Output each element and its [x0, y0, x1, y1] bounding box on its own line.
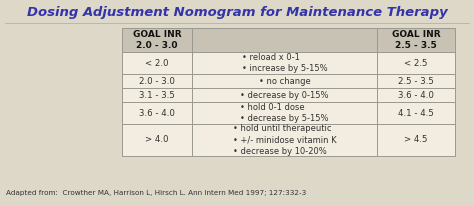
Bar	[122, 52, 192, 74]
Text: 3.1 - 3.5: 3.1 - 3.5	[139, 90, 175, 99]
Bar	[122, 124, 192, 156]
Bar	[377, 74, 455, 88]
Text: > 4.0: > 4.0	[145, 136, 169, 144]
Text: • hold until therapeutic
• +/- minidose vitamin K
• decrease by 10-20%: • hold until therapeutic • +/- minidose …	[233, 124, 337, 156]
Text: 2.0 - 3.0: 2.0 - 3.0	[139, 76, 175, 85]
Text: • hold 0-1 dose
• decrease by 5-15%: • hold 0-1 dose • decrease by 5-15%	[240, 103, 329, 123]
Bar	[377, 28, 455, 52]
Text: • reload x 0-1
• increase by 5-15%: • reload x 0-1 • increase by 5-15%	[242, 53, 328, 73]
Bar	[377, 102, 455, 124]
Text: 3.6 - 4.0: 3.6 - 4.0	[139, 109, 175, 117]
Text: Adapted from:  Crowther MA, Harrison L, Hirsch L. Ann Intern Med 1997; 127:332-3: Adapted from: Crowther MA, Harrison L, H…	[6, 190, 306, 196]
Text: • decrease by 0-15%: • decrease by 0-15%	[240, 90, 329, 99]
Text: 4.1 - 4.5: 4.1 - 4.5	[398, 109, 434, 117]
Bar	[377, 124, 455, 156]
Bar	[122, 88, 192, 102]
Bar	[192, 124, 377, 156]
Text: GOAL INR
2.0 - 3.0: GOAL INR 2.0 - 3.0	[133, 30, 182, 50]
Text: • no change: • no change	[259, 76, 310, 85]
Text: 2.5 - 3.5: 2.5 - 3.5	[398, 76, 434, 85]
Bar	[122, 28, 192, 52]
Bar	[122, 102, 192, 124]
Text: Dosing Adjustment Nomogram for Maintenance Therapy: Dosing Adjustment Nomogram for Maintenan…	[27, 6, 447, 19]
Bar	[192, 28, 377, 52]
Bar	[377, 52, 455, 74]
Bar	[192, 74, 377, 88]
Text: > 4.5: > 4.5	[404, 136, 428, 144]
Bar	[192, 88, 377, 102]
Text: 3.6 - 4.0: 3.6 - 4.0	[398, 90, 434, 99]
Text: < 2.0: < 2.0	[145, 59, 169, 68]
Bar	[122, 74, 192, 88]
Text: < 2.5: < 2.5	[404, 59, 428, 68]
Bar	[377, 88, 455, 102]
Bar	[192, 52, 377, 74]
Bar	[192, 102, 377, 124]
Text: GOAL INR
2.5 - 3.5: GOAL INR 2.5 - 3.5	[392, 30, 440, 50]
